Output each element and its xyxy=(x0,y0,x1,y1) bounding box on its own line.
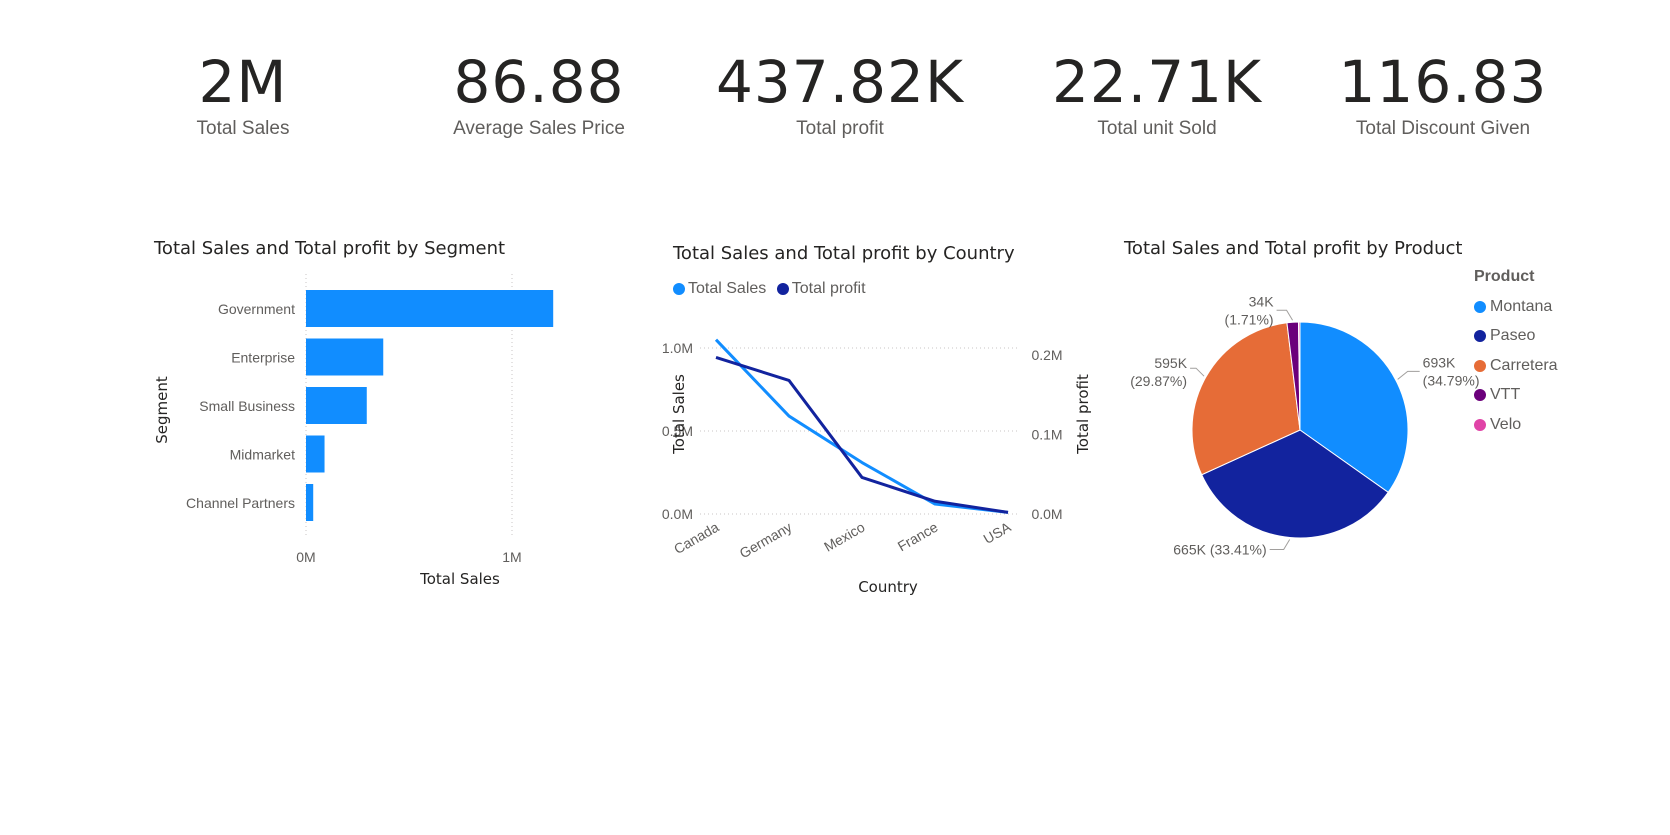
kpi-value: 437.82K xyxy=(716,48,964,116)
legend-dot xyxy=(1474,359,1486,372)
slice-value-label: 595K xyxy=(1154,355,1187,371)
kpi-label: Total Discount Given xyxy=(1355,118,1531,139)
x-axis-title: Total Sales xyxy=(419,570,500,588)
pie-slice[interactable] xyxy=(1299,321,1409,494)
kpi-value: 116.83 xyxy=(1338,48,1548,116)
y-axis-title: Segment xyxy=(153,376,171,444)
x-axis-title: Country xyxy=(858,578,918,596)
leader-line xyxy=(1397,370,1420,380)
bar[interactable] xyxy=(306,435,325,473)
bar[interactable] xyxy=(306,338,384,376)
x-tick-label: 1M xyxy=(502,549,521,565)
country-chart-legend: Total Sales Total profit xyxy=(673,280,872,300)
legend-dot xyxy=(1474,418,1486,431)
bar[interactable] xyxy=(306,290,554,327)
series-line[interactable] xyxy=(715,355,1009,514)
bar[interactable] xyxy=(306,387,367,424)
slice-percent-label: (34.79%) xyxy=(1423,372,1480,388)
product-chart-title: Total Sales and Total profit by Product xyxy=(1124,238,1463,259)
kpi-value: 22.71K xyxy=(1051,48,1263,116)
legend-label: Montana xyxy=(1490,297,1553,315)
y2-axis-title: Total profit xyxy=(1074,374,1092,455)
kpi-total-sales[interactable]: 2M Total Sales xyxy=(93,46,393,140)
legend-label: Velo xyxy=(1490,415,1522,433)
legend-item-paseo[interactable]: Paseo xyxy=(1474,322,1558,352)
slice-value-label: 665K (33.41%) xyxy=(1173,542,1266,558)
legend-dot xyxy=(673,283,685,295)
leader-line xyxy=(1190,367,1205,377)
kpi-label: Total profit xyxy=(796,118,884,139)
y-tick-label: 0.0M xyxy=(662,506,693,522)
pie-slice[interactable] xyxy=(1298,321,1301,431)
y2-tick-label: 0.1M xyxy=(1031,427,1062,443)
legend-dot xyxy=(1474,330,1486,343)
legend-label: Paseo xyxy=(1490,327,1536,345)
pie-slice[interactable] xyxy=(1191,322,1301,476)
legend-label: Carretera xyxy=(1490,356,1558,374)
kpi-total-profit[interactable]: 437.82K Total profit xyxy=(690,46,990,140)
legend-item-velo[interactable]: Velo xyxy=(1474,410,1558,440)
y-tick-label: Enterprise xyxy=(231,350,295,366)
legend-item-total-profit[interactable]: Total profit xyxy=(776,280,866,298)
product-legend-title: Product xyxy=(1474,268,1535,285)
pie-slice[interactable] xyxy=(1201,429,1389,539)
legend-item-vtt[interactable]: VTT xyxy=(1474,381,1558,411)
y2-tick-label: 0.0M xyxy=(1031,506,1062,522)
kpi-total-unit-sold[interactable]: 22.71K Total unit Sold xyxy=(1007,46,1307,140)
legend-label: VTT xyxy=(1490,386,1521,404)
kpi-value: 2M xyxy=(198,48,288,116)
kpi-label: Total unit Sold xyxy=(1097,118,1217,139)
country-line-chart[interactable]: 0.0M 0.5M 1.0M 0.0M 0.1M 0.2M Canada Germany Mex… xyxy=(660,300,1100,600)
country-chart-title: Total Sales and Total profit by Country xyxy=(673,243,1015,264)
bar[interactable] xyxy=(306,484,314,521)
y-tick-label: Small Business xyxy=(199,398,295,414)
x-tick-label: Canada xyxy=(671,519,722,557)
kpi-label: Total Sales xyxy=(196,118,290,139)
leader-line xyxy=(1276,309,1294,321)
x-tick-label: 0M xyxy=(296,549,315,565)
kpi-value: 86.88 xyxy=(453,48,625,116)
kpi-total-discount-given[interactable]: 116.83 Total Discount Given xyxy=(1293,46,1593,140)
legend-dot xyxy=(776,283,789,295)
slice-value-label: 34K xyxy=(1249,293,1275,309)
y-axis-title: Total Sales xyxy=(670,374,688,455)
product-legend: Product Montana Paseo Carretera VTT Velo xyxy=(1474,268,1558,440)
kpi-average-sales-price[interactable]: 86.88 Average Sales Price xyxy=(389,46,689,140)
slice-value-label: 693K xyxy=(1423,354,1456,370)
leader-line xyxy=(1269,539,1291,551)
x-tick-label: Germany xyxy=(737,519,795,562)
legend-item-total-sales[interactable]: Total Sales xyxy=(673,280,766,298)
slice-percent-label: (29.87%) xyxy=(1130,373,1187,389)
y2-tick-label: 0.2M xyxy=(1031,347,1062,363)
x-tick-label: USA xyxy=(981,518,1015,547)
series-line[interactable] xyxy=(714,338,1009,514)
legend-label: Total profit xyxy=(791,280,866,297)
y-tick-label: 1.0M xyxy=(662,340,693,356)
legend-dot xyxy=(1474,300,1486,313)
y-tick-label: Government xyxy=(218,301,295,317)
y-tick-label: Midmarket xyxy=(230,447,295,463)
kpi-label: Average Sales Price xyxy=(453,118,625,139)
legend-item-carretera[interactable]: Carretera xyxy=(1474,351,1558,381)
x-tick-label: France xyxy=(895,519,941,555)
y-tick-label: 0.5M xyxy=(662,423,693,439)
product-pie-chart[interactable]: 693K (34.79%) 665K (33.41%) 595K (29.87%) 34K… xyxy=(1110,275,1480,575)
y-tick-label: Channel Partners xyxy=(186,495,295,511)
segment-chart-title: Total Sales and Total profit by Segment xyxy=(154,238,506,259)
legend-dot xyxy=(1474,389,1486,402)
segment-bar-chart[interactable]: Government Enterprise Small Business Midmar… xyxy=(140,270,660,630)
legend-item-montana[interactable]: Montana xyxy=(1474,292,1558,322)
legend-label: Total Sales xyxy=(688,280,767,297)
x-tick-label: Mexico xyxy=(821,519,868,555)
slice-percent-label: (1.71%) xyxy=(1225,311,1274,327)
